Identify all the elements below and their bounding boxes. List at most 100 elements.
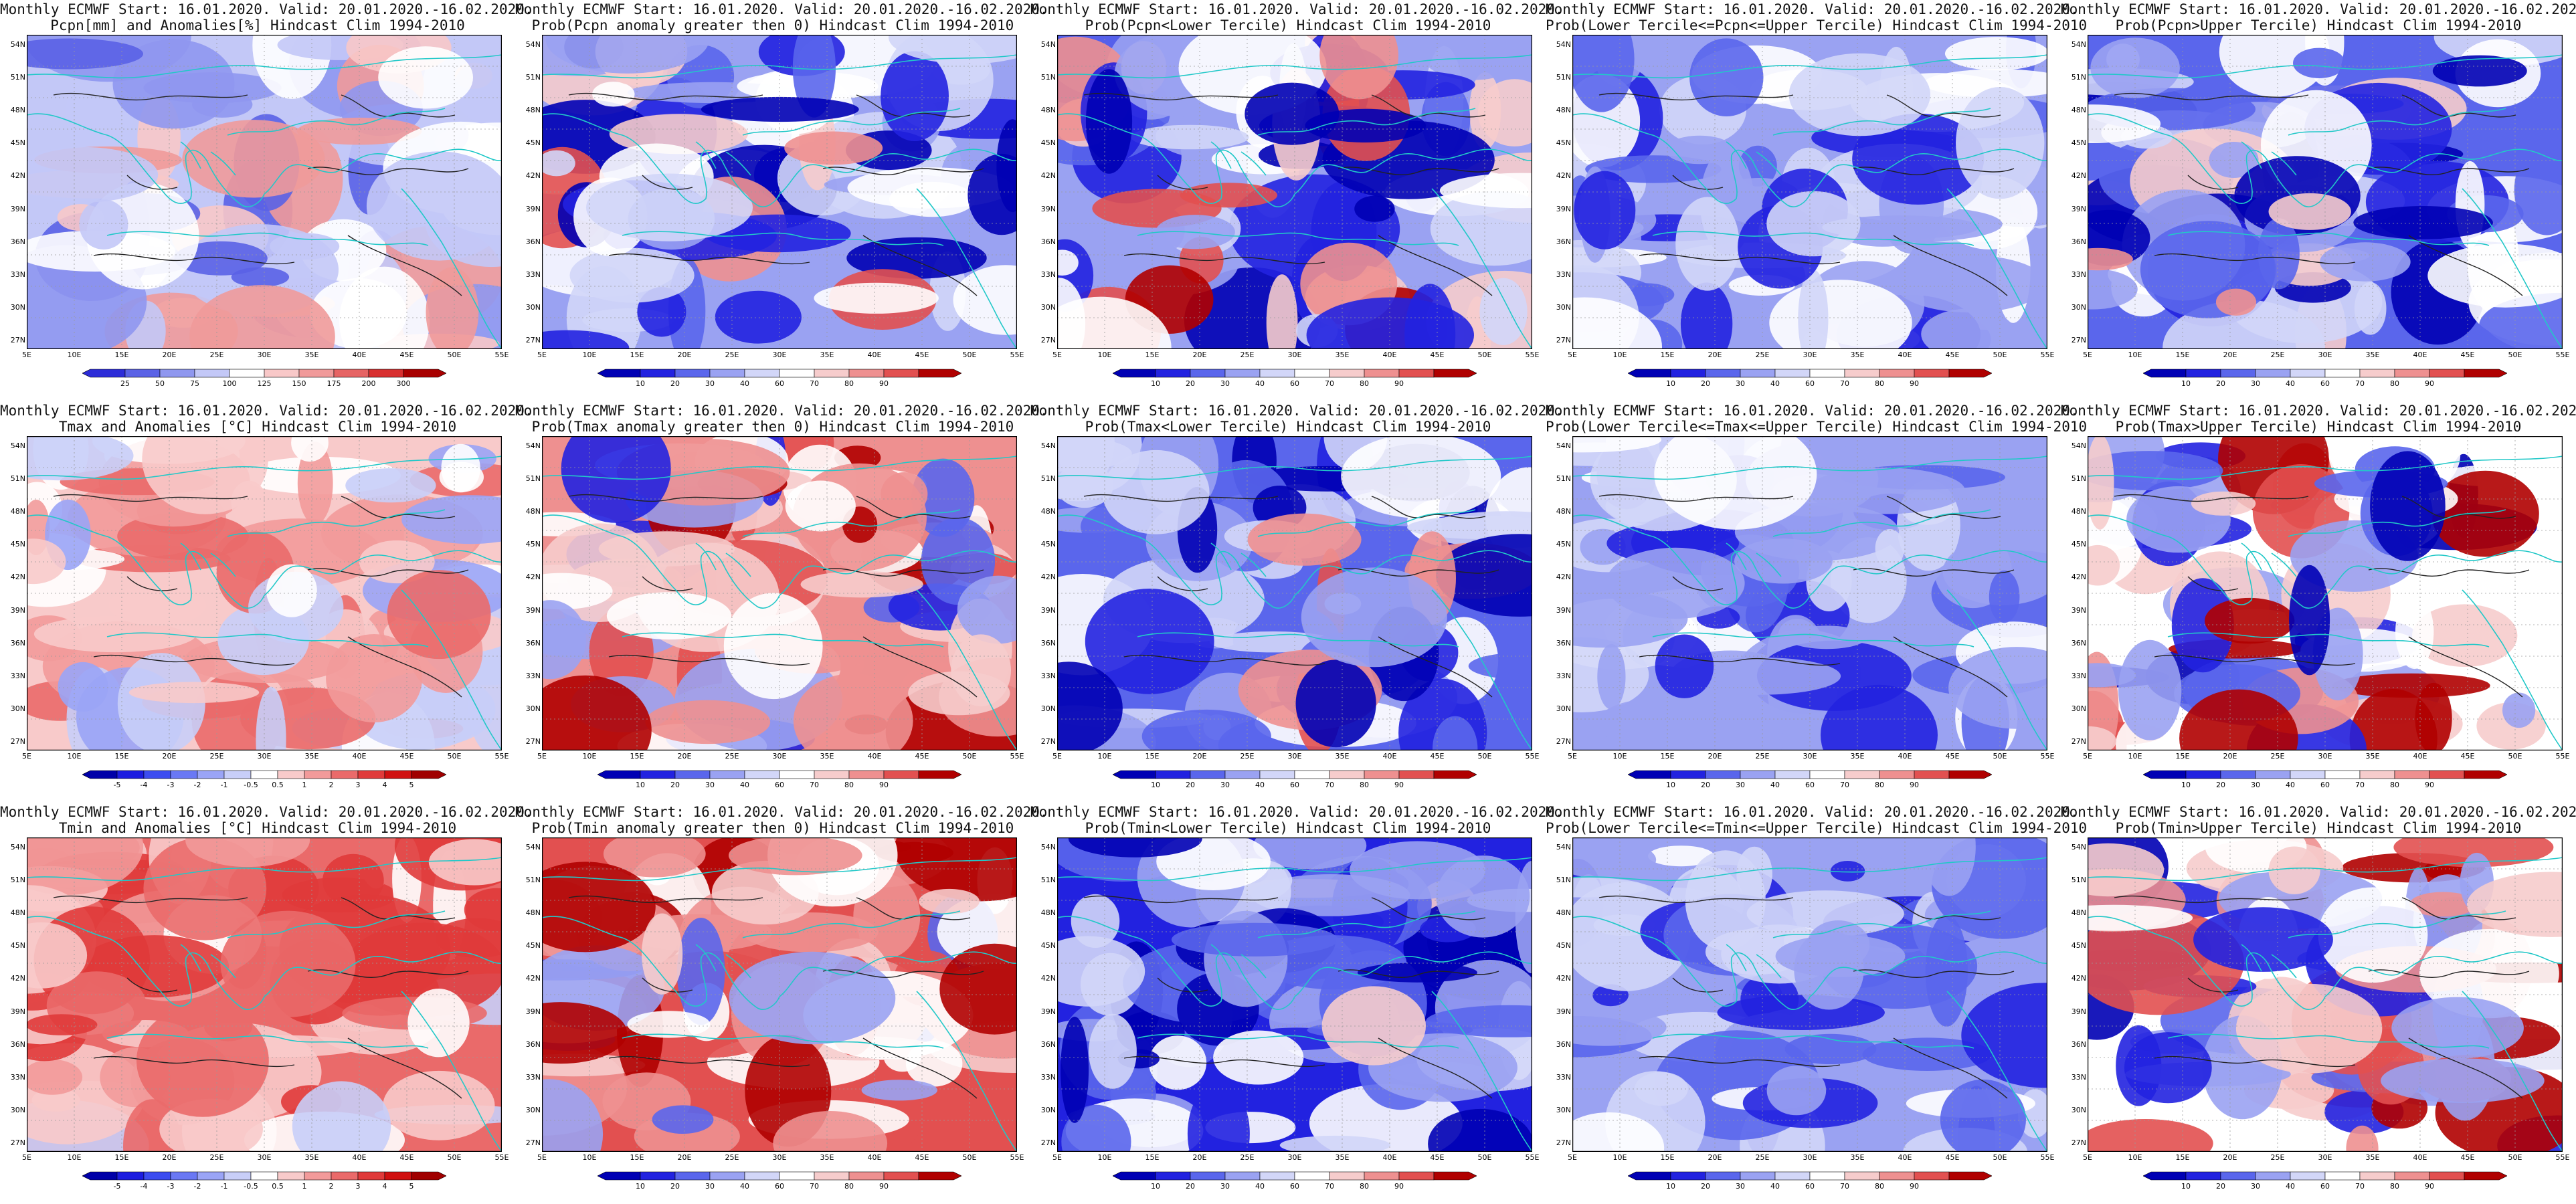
latitude-label: 36N xyxy=(525,1039,541,1049)
latitude-label: 42N xyxy=(1040,974,1056,983)
longitude-label: 10E xyxy=(67,350,82,359)
shaded-region xyxy=(2088,451,2223,491)
shaded-region xyxy=(1071,894,1120,948)
shaded-region xyxy=(911,458,975,537)
colorbar-tick-label: 90 xyxy=(2425,1182,2434,1191)
colorbar-swatch xyxy=(918,1171,961,1181)
contour-line xyxy=(347,1037,462,1099)
contour-line xyxy=(1853,969,2015,978)
contour-line xyxy=(2114,895,2309,904)
panel-title-line2: Prob(Tmin anomaly greater then 0) Hindca… xyxy=(531,820,1014,836)
shaded-region xyxy=(1089,1013,1137,1089)
shaded-region xyxy=(793,673,913,750)
colorbar-swatch xyxy=(1628,770,1671,779)
longitude-label: 5E xyxy=(1568,752,1577,761)
shaded-region xyxy=(792,35,836,118)
longitude-label: 30E xyxy=(772,752,787,761)
coastline-border xyxy=(1772,910,1991,938)
shaded-forecast-map xyxy=(1057,436,1532,750)
longitude-label: 35E xyxy=(304,752,319,761)
colorbar-tick-label: 30 xyxy=(1220,781,1230,789)
contour-line xyxy=(568,92,763,101)
colorbar-tick-label: 70 xyxy=(810,379,819,388)
longitude-label: 15E xyxy=(2175,752,2190,761)
colorbar-tick-label: 80 xyxy=(1875,1182,1884,1191)
shaded-region xyxy=(1925,914,1968,1027)
shaded-region xyxy=(785,480,856,532)
latitude-label: 33N xyxy=(2071,671,2086,680)
colorbar-swatch xyxy=(223,1171,252,1181)
panel-title-line2: Prob(Tmin>Upper Tercile) Hindcast Clim 1… xyxy=(2115,820,2522,836)
colorbar-swatch xyxy=(357,1171,385,1181)
longitude-label: 40E xyxy=(1898,350,1912,359)
latitude-label: 45N xyxy=(1040,941,1056,950)
map-panel: Monthly ECMWF Start: 16.01.2020. Valid: … xyxy=(2061,803,2576,1204)
shaded-region xyxy=(542,600,587,680)
colorbar-tick-label: 90 xyxy=(2425,379,2434,388)
latitude-label: 51N xyxy=(1556,73,1571,82)
shaded-region xyxy=(1305,108,1427,142)
colorbar-swatch xyxy=(1809,770,1845,779)
longitude-label: 10E xyxy=(67,752,82,761)
shaded-region xyxy=(2381,1058,2545,1103)
longitude-label: 55E xyxy=(1010,1153,1024,1162)
colorbar-swatch xyxy=(1433,1171,1477,1181)
shaded-region xyxy=(2088,544,2120,586)
longitude-label: 30E xyxy=(257,752,272,761)
longitude-label: 15E xyxy=(630,752,644,761)
colorbar-tick-label: 10 xyxy=(1151,781,1160,789)
colorbar-swatch xyxy=(1914,1171,1950,1181)
coastline-border xyxy=(2462,589,2563,750)
latitude-label: 39N xyxy=(525,605,541,615)
map-frame xyxy=(1057,436,1532,750)
colorbar-swatch xyxy=(674,770,711,779)
latitude-label: 30N xyxy=(10,1105,25,1114)
shaded-region xyxy=(2320,242,2411,282)
longitude-label: 10E xyxy=(1613,752,1627,761)
longitude-label: 5E xyxy=(1052,752,1062,761)
colorbar-tick-label: 90 xyxy=(1910,379,1919,388)
colorbar-swatch xyxy=(1329,369,1365,378)
map-frame xyxy=(2088,837,2563,1152)
shaded-region xyxy=(383,1070,495,1140)
map-panel: Monthly ECMWF Start: 16.01.2020. Valid: … xyxy=(1030,401,1564,803)
colorbar-tick-label: 10 xyxy=(636,379,645,388)
colorbar-swatch xyxy=(779,770,815,779)
longitude-label: 45E xyxy=(915,752,929,761)
shaded-region xyxy=(603,837,706,878)
contour-line xyxy=(2401,94,2516,118)
colorbar-tick-label: 20 xyxy=(2216,781,2225,789)
shaded-region xyxy=(1572,1008,1667,1046)
colorbar-tick-label: 40 xyxy=(1255,1182,1265,1191)
shaded-forecast-map xyxy=(542,837,1017,1152)
colorbar-swatch xyxy=(814,1171,850,1181)
colorbar-tick-label: 90 xyxy=(1910,781,1919,789)
shaded-region xyxy=(2268,846,2320,894)
panel-title-line2: Prob(Pcpn<Lower Tercile) Hindcast Clim 1… xyxy=(1085,17,1491,33)
shaded-region xyxy=(27,1014,98,1035)
map-frame xyxy=(542,837,1017,1152)
shaded-forecast-map xyxy=(1572,35,2047,349)
contour-line xyxy=(2401,496,2516,519)
shaded-region xyxy=(542,330,630,349)
coastline-border xyxy=(1431,991,1532,1152)
colorbar-tick-label: 20 xyxy=(1701,1182,1710,1191)
colorbar-tick-label: 4 xyxy=(382,781,387,789)
colorbar-tick-label: 40 xyxy=(2286,1182,2295,1191)
latitude-label: 51N xyxy=(2071,474,2086,484)
shaded-region xyxy=(292,1081,391,1152)
colorbar-swatch xyxy=(2464,1171,2507,1181)
colorbar xyxy=(597,770,961,779)
longitude-label: 55E xyxy=(494,752,509,761)
colorbar xyxy=(2143,1171,2507,1181)
colorbar-swatch xyxy=(229,369,265,378)
contour-line xyxy=(2187,175,2239,190)
longitude-label: 20E xyxy=(677,350,692,359)
shaded-region xyxy=(1788,53,1930,136)
colorbar-swatch xyxy=(2359,369,2395,378)
coastline-border xyxy=(695,141,751,176)
latitude-label: 36N xyxy=(10,1039,25,1049)
coastline-border xyxy=(227,108,446,136)
latitude-label: 51N xyxy=(10,876,25,885)
colorbar-tick-label: 30 xyxy=(1736,379,1745,388)
